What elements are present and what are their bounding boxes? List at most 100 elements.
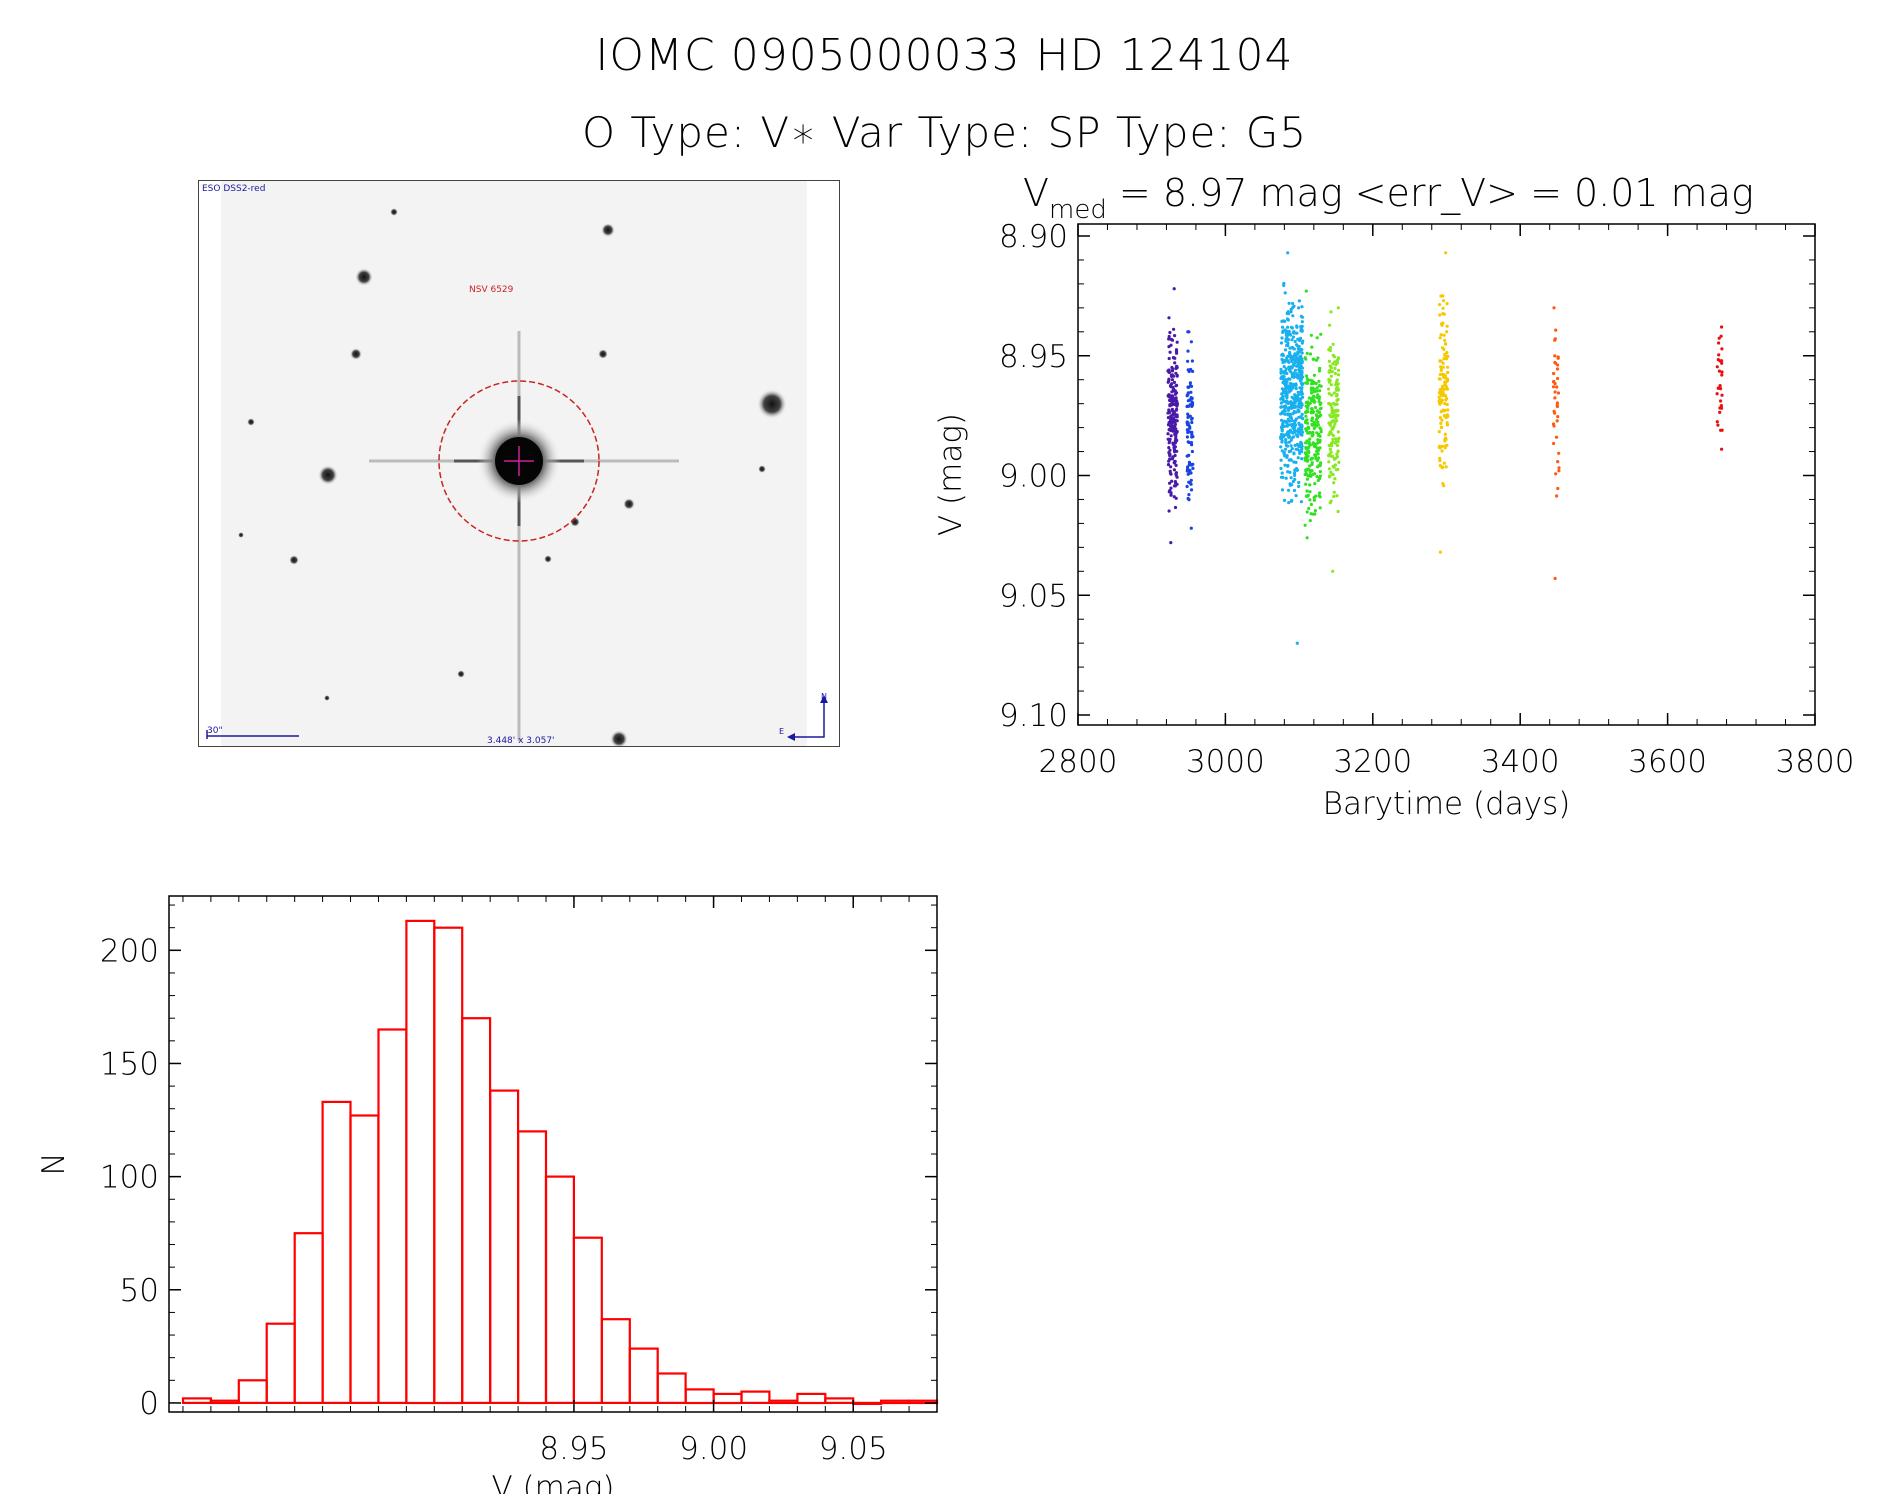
light-curve-point bbox=[1331, 353, 1335, 357]
light-curve-point bbox=[1281, 475, 1285, 479]
light-curve-point bbox=[1446, 414, 1450, 418]
light-curve-point bbox=[1716, 386, 1720, 390]
light-curve-point bbox=[1291, 382, 1295, 386]
light-curve-point bbox=[1305, 374, 1309, 378]
light-curve-point bbox=[1284, 390, 1289, 394]
light-curve-point bbox=[1556, 356, 1560, 360]
light-curve-point bbox=[1331, 569, 1335, 573]
light-curve-point bbox=[1440, 346, 1445, 350]
light-curve-point bbox=[1552, 306, 1556, 310]
light-curve-points bbox=[1166, 251, 1724, 645]
light-curve-point bbox=[1300, 328, 1304, 332]
light-curve-ytick-label: 8.95 bbox=[999, 339, 1068, 375]
light-curve-point bbox=[1287, 389, 1291, 394]
histogram-bar bbox=[293, 1232, 324, 1404]
light-curve-point bbox=[1327, 392, 1331, 396]
light-curve-point bbox=[1279, 445, 1283, 449]
light-curve-point bbox=[1317, 410, 1321, 414]
light-curve-point bbox=[1333, 441, 1337, 445]
light-curve-point bbox=[1333, 422, 1337, 426]
light-curve-point bbox=[1300, 359, 1304, 364]
light-curve-point bbox=[1438, 359, 1442, 363]
light-curve-point bbox=[1319, 401, 1323, 405]
light-curve-point bbox=[1191, 466, 1195, 470]
light-curve-point bbox=[1190, 416, 1194, 420]
light-curve-point bbox=[1296, 390, 1300, 394]
light-curve-point bbox=[1333, 360, 1337, 364]
light-curve-point bbox=[1329, 310, 1333, 314]
light-curve-point bbox=[1330, 407, 1334, 411]
light-curve-point bbox=[1437, 445, 1441, 449]
light-curve-point bbox=[1279, 466, 1283, 471]
light-curve-point bbox=[1318, 491, 1322, 495]
light-curve-point bbox=[1331, 411, 1336, 415]
light-curve-point bbox=[1188, 468, 1192, 473]
light-curve-point bbox=[1443, 444, 1447, 448]
light-curve-point bbox=[1312, 373, 1316, 377]
light-curve-point bbox=[1300, 366, 1304, 370]
light-curve-point bbox=[1307, 474, 1311, 478]
light-curve-point bbox=[1313, 512, 1317, 516]
light-curve-point bbox=[1173, 441, 1177, 445]
light-curve-point bbox=[1280, 336, 1284, 340]
light-curve-point bbox=[1335, 494, 1339, 498]
histogram-frame bbox=[168, 895, 938, 1413]
light-curve-frame bbox=[1077, 223, 1816, 726]
light-curve-point bbox=[1309, 333, 1313, 337]
light-curve-point bbox=[1189, 488, 1194, 492]
light-curve-point bbox=[1289, 476, 1293, 480]
light-curve-point bbox=[1332, 481, 1336, 485]
light-curve-point bbox=[1443, 414, 1447, 418]
light-curve-point bbox=[1293, 419, 1297, 423]
light-curve-point bbox=[1310, 418, 1314, 423]
light-curve-point bbox=[1331, 472, 1335, 476]
light-curve-point bbox=[1174, 414, 1178, 418]
light-curve-point bbox=[1318, 476, 1322, 481]
light-curve-point bbox=[1306, 378, 1310, 383]
light-curve-point bbox=[1332, 391, 1336, 395]
light-curve-point bbox=[1189, 463, 1194, 467]
light-curve-point bbox=[1556, 376, 1560, 381]
light-curve-point bbox=[1552, 424, 1556, 428]
light-curve-point bbox=[1167, 356, 1171, 361]
light-curve-point bbox=[1438, 459, 1442, 463]
light-curve-point bbox=[1446, 354, 1450, 358]
light-curve-point bbox=[1446, 365, 1450, 369]
light-curve-point bbox=[1174, 384, 1178, 388]
light-curve-point bbox=[1167, 441, 1171, 445]
light-curve-point bbox=[1293, 368, 1298, 372]
light-curve-point bbox=[1281, 330, 1285, 334]
light-curve-point bbox=[1281, 395, 1285, 399]
light-curve-point bbox=[1292, 488, 1297, 493]
light-curve-point bbox=[1167, 459, 1171, 463]
histogram-bar bbox=[405, 919, 436, 1405]
light-curve-point bbox=[1173, 361, 1177, 365]
light-curve-point bbox=[1306, 406, 1310, 410]
light-curve-point bbox=[1304, 381, 1308, 385]
light-curve-point bbox=[1336, 509, 1340, 514]
light-curve-point bbox=[1297, 338, 1302, 343]
light-curve-point bbox=[1167, 446, 1171, 450]
light-curve-point bbox=[1285, 454, 1289, 458]
histogram-bar bbox=[879, 1399, 911, 1405]
light-curve-point bbox=[1318, 495, 1322, 499]
light-curve-point bbox=[1283, 378, 1287, 382]
light-curve-point bbox=[1327, 433, 1331, 437]
light-curve-point bbox=[1190, 449, 1194, 454]
light-curve-point bbox=[1330, 454, 1335, 458]
light-curve-point bbox=[1336, 373, 1341, 377]
light-curve-xtick-label: 3000 bbox=[1186, 744, 1265, 780]
light-curve-xtick-label: 3400 bbox=[1481, 744, 1560, 780]
light-curve-point bbox=[1312, 426, 1316, 430]
light-curve-point bbox=[1289, 458, 1293, 462]
light-curve-point bbox=[1305, 421, 1310, 425]
light-curve-point bbox=[1170, 369, 1175, 373]
light-curve-point bbox=[1308, 352, 1313, 356]
light-curve-point bbox=[1313, 482, 1317, 486]
light-curve-point bbox=[1308, 401, 1312, 405]
light-curve-point bbox=[1329, 441, 1334, 445]
light-curve-point bbox=[1289, 310, 1293, 314]
light-curve-point bbox=[1331, 437, 1335, 441]
light-curve-point bbox=[1328, 323, 1332, 327]
